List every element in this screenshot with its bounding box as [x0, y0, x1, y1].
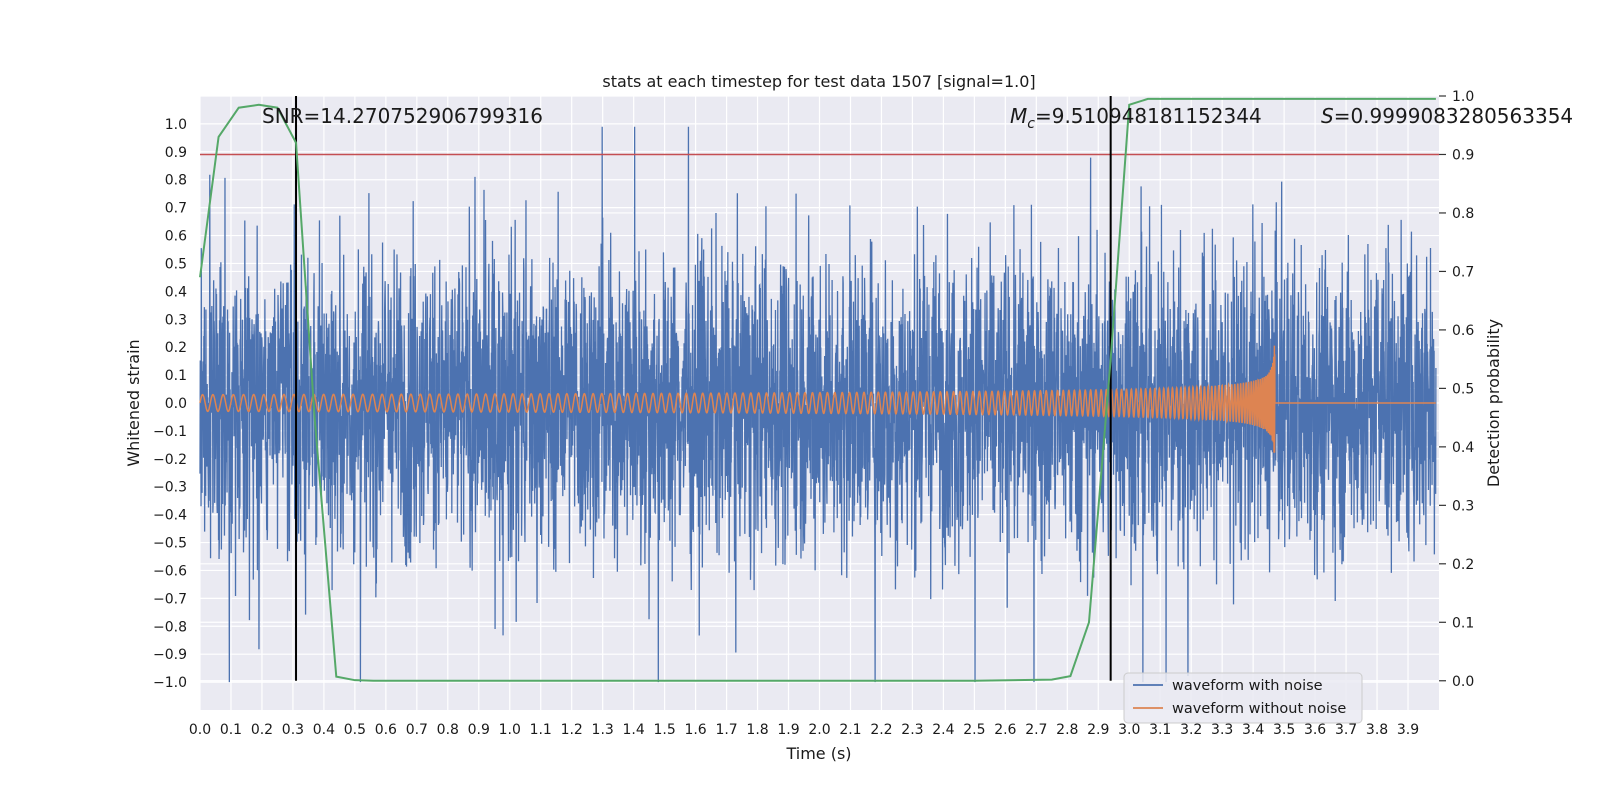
x-tick-label: 1.9	[777, 722, 799, 738]
y2-tick-label: 0.1	[1452, 615, 1474, 631]
snr-annotation: SNR=14.270752906799316	[262, 104, 543, 128]
y-tick-label: −0.8	[153, 619, 187, 635]
y2-tick-label: 0.0	[1452, 674, 1474, 690]
x-tick-label: 2.9	[1087, 722, 1109, 738]
chirp-mass-annotation: Mc=9.510948181152344	[1010, 104, 1262, 132]
score-value: =0.9999083280563354	[1334, 104, 1573, 128]
x-tick-label: 2.6	[994, 722, 1016, 738]
y-tick-label: −0.3	[153, 480, 187, 496]
x-tick-label: 3.5	[1273, 722, 1295, 738]
x-tick-label: 0.3	[282, 722, 304, 738]
x-tick-label: 0.9	[468, 722, 490, 738]
x-tick-label: 3.7	[1335, 722, 1357, 738]
series-line-detection-probability	[199, 97, 1436, 682]
x-tick-label: 0.6	[375, 722, 397, 738]
y-tick-label: 0.8	[165, 173, 187, 189]
x-tick-label: 1.5	[653, 722, 675, 738]
x-tick-label: 1.3	[592, 722, 614, 738]
y-tick-label: −0.4	[153, 508, 187, 524]
x-tick-label: 3.1	[1149, 722, 1171, 738]
x-tick-label: 0.5	[344, 722, 366, 738]
y2-tick-label: 1.0	[1452, 89, 1474, 105]
x-tick-label: 2.4	[932, 722, 954, 738]
x-tick-label: 1.4	[623, 722, 645, 738]
y-tick-label: 1.0	[165, 117, 187, 133]
x-axis-label: Time (s)	[785, 744, 851, 763]
score-annotation: S=0.9999083280563354	[1321, 104, 1573, 128]
y2-tick-label: 0.5	[1452, 381, 1474, 397]
y-tick-label: 0.0	[165, 396, 187, 412]
legend: waveform with noise waveform without noi…	[1123, 672, 1363, 724]
y-tick-label: 0.3	[165, 312, 187, 328]
y-tick-label: −0.2	[153, 452, 187, 468]
y2-tick-label: 0.3	[1452, 498, 1474, 514]
y-tick-label: −0.7	[153, 591, 187, 607]
x-tick-label: 0.4	[313, 722, 335, 738]
x-tick-label: 2.5	[963, 722, 985, 738]
x-tick-label: 0.2	[251, 722, 273, 738]
series-line-waveform-with-noise	[199, 126, 1437, 683]
y-tick-label: 0.4	[165, 284, 187, 300]
x-tick-label: 1.1	[530, 722, 552, 738]
series-line-waveform-without-noise	[199, 345, 1436, 453]
x-tick-label: 3.9	[1397, 722, 1419, 738]
x-tick-label: 2.3	[901, 722, 923, 738]
axis-ticks: 0.0 0.1 0.2 0.3 0.4 0.5 0.6 0.7 0.8 0.9 1.0 1.1 1.2 1…	[153, 89, 1474, 738]
y2-tick-label: 0.7	[1452, 264, 1474, 280]
x-tick-label: 0.8	[437, 722, 459, 738]
y-tick-label: −0.1	[153, 424, 187, 440]
x-tick-label: 2.0	[808, 722, 830, 738]
y2-axis-label: Detection probability	[1484, 319, 1503, 487]
y-tick-label: 0.6	[165, 229, 187, 245]
y-tick-label: −0.6	[153, 563, 187, 579]
y-tick-label: 0.2	[165, 340, 187, 356]
x-tick-label: 3.6	[1304, 722, 1326, 738]
x-tick-label: 2.1	[839, 722, 861, 738]
y-tick-label: −0.9	[153, 647, 187, 663]
y-tick-label: 0.9	[165, 145, 187, 161]
chart-title: stats at each timestep for test data 150…	[602, 72, 1035, 91]
x-tick-label: 1.2	[561, 722, 583, 738]
y-tick-label: −1.0	[153, 675, 187, 691]
y-tick-label: 0.5	[165, 256, 187, 272]
y-tick-label: 0.7	[165, 201, 187, 217]
y2-tick-label: 0.9	[1452, 147, 1474, 163]
y2-tick-label: 0.6	[1452, 323, 1474, 339]
y-tick-label: −0.5	[153, 536, 187, 552]
legend-label-waveform-with-noise: waveform with noise	[1172, 678, 1323, 694]
x-tick-label: 3.2	[1180, 722, 1202, 738]
x-tick-label: 1.7	[715, 722, 737, 738]
x-tick-label: 0.7	[406, 722, 428, 738]
chirp-mass-value: =9.510948181152344	[1035, 104, 1262, 128]
x-tick-label: 1.8	[746, 722, 768, 738]
x-tick-label: 3.8	[1366, 722, 1388, 738]
y-tick-label: 0.1	[165, 368, 187, 384]
x-tick-label: 1.0	[499, 722, 521, 738]
plot-series-group	[199, 96, 1439, 683]
legend-label-waveform-without-noise: waveform without noise	[1172, 701, 1346, 717]
y2-tick-label: 0.4	[1452, 440, 1474, 456]
x-tick-label: 2.8	[1056, 722, 1078, 738]
x-tick-label: 2.7	[1025, 722, 1047, 738]
y2-tick-label: 0.8	[1452, 206, 1474, 222]
x-tick-label: 1.6	[684, 722, 706, 738]
x-tick-label: 0.0	[189, 722, 211, 738]
x-tick-label: 3.0	[1118, 722, 1140, 738]
y-axis-label: Whitened strain	[124, 339, 143, 466]
chirp-mass-subscript: c	[1027, 116, 1035, 132]
x-tick-label: 2.2	[870, 722, 892, 738]
x-tick-label: 0.1	[220, 722, 242, 738]
x-tick-label: 3.3	[1211, 722, 1233, 738]
x-tick-label: 3.4	[1242, 722, 1264, 738]
legend-box	[1123, 672, 1363, 724]
score-symbol: S	[1321, 104, 1334, 128]
chirp-mass-symbol: M	[1010, 104, 1027, 128]
y2-tick-label: 0.2	[1452, 557, 1474, 573]
